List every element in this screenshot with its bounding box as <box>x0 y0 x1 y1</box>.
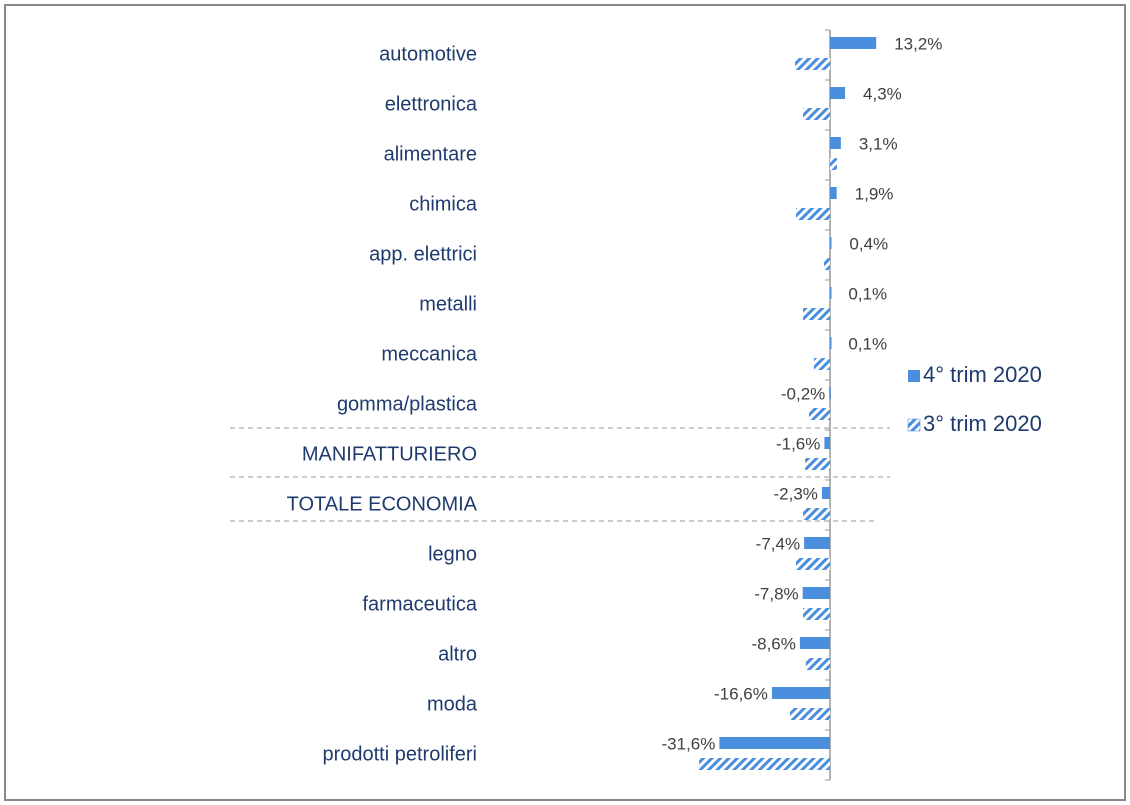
bar <box>830 237 832 249</box>
frame <box>4 4 1126 801</box>
bar <box>829 387 831 399</box>
bar <box>795 58 830 70</box>
value-label: -1,6% <box>776 434 820 453</box>
category-label: farmaceutica <box>363 593 478 615</box>
bar <box>799 637 830 649</box>
category-label: gomma/plastica <box>337 393 478 415</box>
value-label: -16,6% <box>714 684 768 703</box>
legend-label: 4° trim 2020 <box>923 362 1042 387</box>
value-label: 0,1% <box>848 334 887 353</box>
bar <box>809 408 830 420</box>
bar <box>830 158 837 170</box>
category-label: elettronica <box>385 93 478 115</box>
bar <box>824 258 830 270</box>
bar <box>699 758 830 770</box>
value-label: -31,6% <box>662 734 716 753</box>
bar <box>813 358 830 370</box>
bar <box>790 708 830 720</box>
value-label: 1,9% <box>855 184 894 203</box>
bar <box>830 187 837 199</box>
legend-marker <box>907 418 921 432</box>
category-label: app. elettrici <box>369 243 477 265</box>
category-label: moda <box>427 693 478 715</box>
value-label: -7,8% <box>754 584 798 603</box>
category-label: alimentare <box>384 143 477 165</box>
bar <box>771 687 830 699</box>
bar <box>830 137 841 149</box>
category-label: chimica <box>409 193 478 215</box>
category-label: automotive <box>379 43 477 65</box>
bar <box>802 587 830 599</box>
legend-label: 3° trim 2020 <box>923 411 1042 436</box>
category-label: meccanica <box>381 343 477 365</box>
bar <box>824 437 830 449</box>
bar <box>796 558 830 570</box>
bar <box>803 108 830 120</box>
bar <box>796 208 830 220</box>
bar <box>830 37 877 49</box>
bar <box>805 458 830 470</box>
value-label: 3,1% <box>859 134 898 153</box>
category-label: TOTALE ECONOMIA <box>287 493 478 515</box>
value-label: 0,1% <box>848 284 887 303</box>
value-label: -0,2% <box>781 384 825 403</box>
bar <box>803 508 830 520</box>
category-label: MANIFATTURIERO <box>302 443 477 465</box>
category-label: prodotti petroliferi <box>322 743 477 765</box>
category-label: legno <box>428 543 477 565</box>
value-label: -7,4% <box>756 534 800 553</box>
value-label: -8,6% <box>751 634 795 653</box>
legend-marker <box>908 370 920 382</box>
value-label: -2,3% <box>774 484 818 503</box>
value-label: 4,3% <box>863 84 902 103</box>
bar <box>804 537 830 549</box>
bar <box>803 608 830 620</box>
category-label: metalli <box>419 293 477 315</box>
bar <box>821 487 830 499</box>
value-label: 13,2% <box>894 34 942 53</box>
bar <box>830 87 846 99</box>
value-label: 0,4% <box>849 234 888 253</box>
bar <box>830 287 832 299</box>
category-label: altro <box>438 643 477 665</box>
bar <box>830 337 832 349</box>
bar <box>719 737 830 749</box>
bar <box>805 658 830 670</box>
bar <box>803 308 830 320</box>
